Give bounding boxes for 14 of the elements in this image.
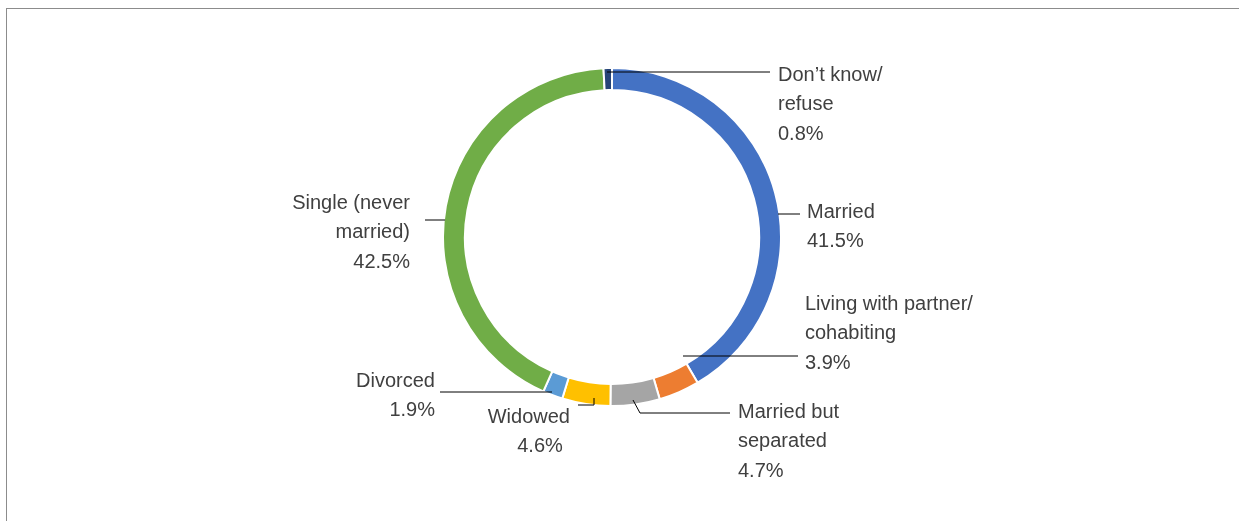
slice-label: Married but separated (738, 399, 840, 452)
slice-label: Living with partner/ cohabiting (805, 291, 974, 344)
data-label: 3.9% (805, 350, 851, 373)
slice-label: Widowed (487, 404, 570, 427)
data-label: 4.6% (517, 434, 564, 457)
slice-label: Don’t know/ refuse (778, 62, 883, 115)
slice-label: Married (807, 199, 875, 222)
data-label: 4.7% (738, 458, 784, 481)
slice-label: Single (never married) (292, 190, 411, 243)
data-label: 42.5% (353, 249, 411, 272)
data-label: 1.9% (389, 398, 436, 421)
data-label: 41.5% (807, 229, 864, 252)
data-label: 0.8% (778, 121, 824, 144)
slice-label: Divorced (356, 368, 435, 391)
